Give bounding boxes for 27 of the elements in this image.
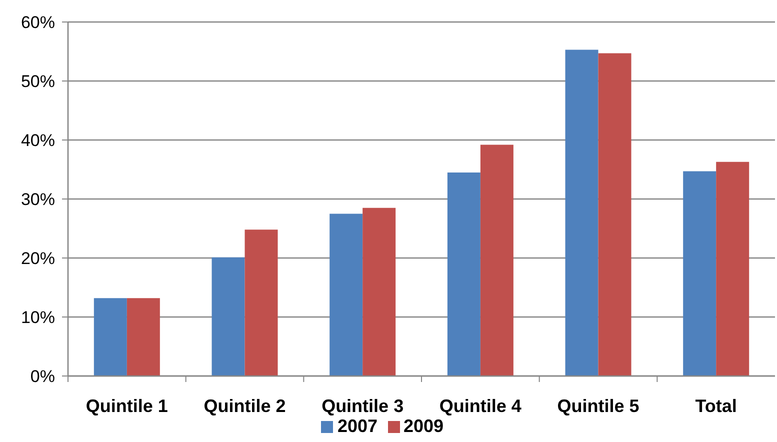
y-tick-label: 50% [20, 72, 55, 92]
bar [565, 50, 598, 376]
bar [362, 208, 396, 376]
x-tick-label: Total [695, 396, 737, 416]
bar [598, 53, 632, 376]
legend-label: 2007 [337, 416, 378, 436]
x-tick-label: Quintile 5 [557, 396, 640, 416]
y-tick-label: 10% [20, 308, 55, 328]
bar [447, 172, 480, 376]
y-tick-label: 0% [30, 367, 55, 386]
y-tick-label: 20% [20, 249, 55, 268]
bar [716, 162, 750, 376]
bar [94, 298, 127, 376]
bar [683, 171, 716, 376]
bar [244, 230, 278, 376]
y-tick-label: 60% [20, 13, 55, 32]
x-tick-label: Quintile 4 [439, 396, 522, 416]
bar [330, 214, 363, 376]
bar [212, 257, 245, 376]
x-tick-label: Quintile 2 [204, 396, 286, 416]
x-tick-label: Quintile 1 [86, 396, 168, 416]
bar [126, 298, 160, 376]
legend-label: 2009 [404, 416, 444, 436]
bar [480, 144, 514, 376]
y-tick-label: 30% [20, 190, 55, 210]
y-tick-label: 40% [20, 131, 55, 150]
x-tick-label: Quintile 3 [322, 396, 404, 416]
